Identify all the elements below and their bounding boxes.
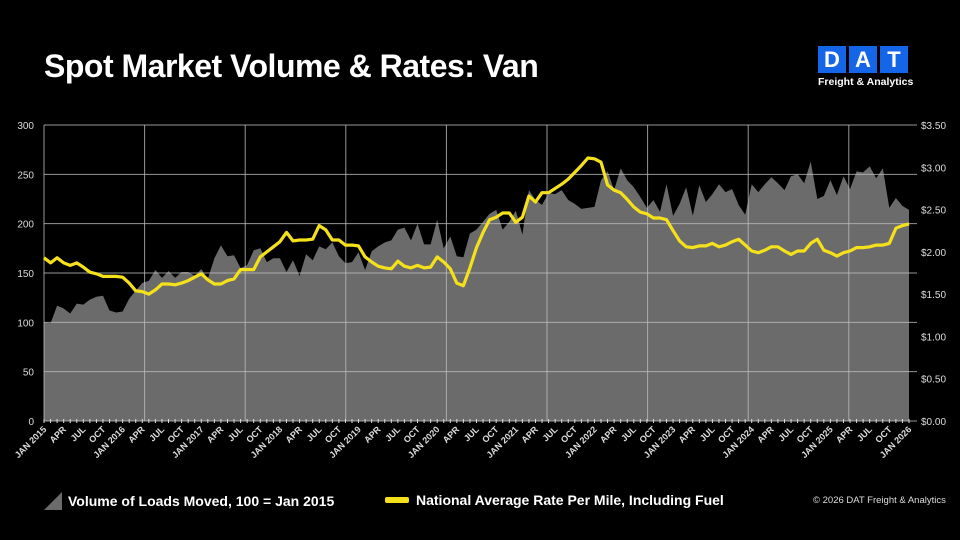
x-tick-label: APR bbox=[362, 424, 383, 445]
x-tick-label: APR bbox=[205, 424, 226, 445]
x-tick-label: JUL bbox=[383, 424, 402, 443]
right-tick-label: $2.00 bbox=[921, 248, 946, 259]
left-tick-label: 50 bbox=[23, 368, 35, 379]
right-tick-label: $3.50 bbox=[921, 121, 946, 132]
x-tick-label: APR bbox=[598, 424, 619, 445]
right-tick-label: $0.00 bbox=[921, 417, 946, 428]
logo-letter: T bbox=[880, 46, 908, 73]
x-tick-label: JUL bbox=[305, 424, 324, 443]
left-tick-label: 0 bbox=[28, 417, 34, 428]
x-tick-label: JUL bbox=[776, 424, 795, 443]
logo-subtitle: Freight & Analytics bbox=[818, 76, 914, 88]
x-tick-label: JUL bbox=[855, 424, 874, 443]
area-swatch-icon bbox=[44, 492, 62, 510]
chart-title: Spot Market Volume & Rates: Van bbox=[44, 48, 539, 84]
x-tick-label: APR bbox=[755, 424, 776, 445]
legend-volume: Volume of Loads Moved, 100 = Jan 2015 bbox=[44, 492, 334, 510]
x-tick-label: APR bbox=[283, 424, 304, 445]
line-swatch-icon bbox=[385, 497, 409, 503]
legend-volume-label: Volume of Loads Moved, 100 = Jan 2015 bbox=[68, 493, 335, 509]
rate-line bbox=[43, 156, 910, 296]
x-tick-label: JUL bbox=[69, 424, 88, 443]
right-tick-label: $1.00 bbox=[921, 332, 946, 343]
x-tick-label: JUL bbox=[619, 424, 638, 443]
x-tick-label: APR bbox=[677, 424, 698, 445]
right-tick-label: $1.50 bbox=[921, 290, 946, 301]
right-tick-label: $2.50 bbox=[921, 206, 946, 217]
legend-rate: National Average Rate Per Mile, Includin… bbox=[385, 492, 724, 508]
x-tick-label: JUL bbox=[462, 424, 481, 443]
x-tick-label: APR bbox=[48, 424, 69, 445]
legend-rate-label: National Average Rate Per Mile, Includin… bbox=[416, 492, 724, 508]
logo-letter: D bbox=[818, 46, 846, 73]
x-tick-label: APR bbox=[441, 424, 462, 445]
left-tick-label: 200 bbox=[17, 220, 34, 231]
right-tick-label: $3.00 bbox=[921, 163, 946, 174]
x-tick-label: JUL bbox=[226, 424, 245, 443]
left-tick-label: 150 bbox=[17, 269, 34, 280]
copyright: © 2026 DAT Freight & Analytics bbox=[813, 495, 946, 506]
x-tick-label: JUL bbox=[540, 424, 559, 443]
x-tick-label: APR bbox=[126, 424, 147, 445]
right-tick-label: $0.50 bbox=[921, 375, 946, 386]
x-tick-label: APR bbox=[834, 424, 855, 445]
left-tick-label: 300 bbox=[17, 121, 34, 132]
x-tick-label: JAN 2015 bbox=[13, 424, 49, 460]
volume-area bbox=[44, 161, 909, 421]
x-tick-label: JUL bbox=[698, 424, 717, 443]
x-tick-label: APR bbox=[519, 424, 540, 445]
logo-letter: A bbox=[849, 46, 877, 73]
left-tick-label: 100 bbox=[17, 318, 34, 329]
x-tick-label: JUL bbox=[147, 424, 166, 443]
left-tick-label: 250 bbox=[17, 170, 34, 181]
